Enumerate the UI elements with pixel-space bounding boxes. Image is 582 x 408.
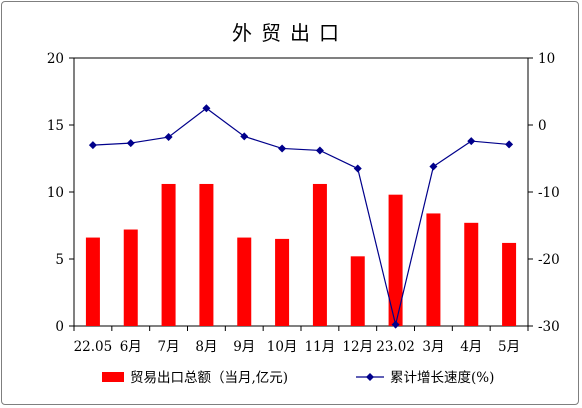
left-axis-tick-label: 15 [47, 118, 64, 134]
x-axis-tick-label: 6月 [120, 339, 142, 355]
growth-rate-marker [467, 137, 476, 146]
growth-rate-marker [88, 141, 97, 150]
left-axis-tick-label: 10 [47, 185, 64, 201]
x-axis-tick-label: 8月 [195, 339, 217, 355]
right-axis-tick-label: -20 [538, 252, 560, 268]
growth-rate-marker [278, 144, 287, 153]
export-bar [312, 183, 327, 326]
x-axis-tick-label: 7月 [158, 339, 180, 355]
legend-bar-swatch [102, 372, 124, 382]
export-bar [502, 242, 517, 326]
export-bar [85, 237, 100, 326]
growth-rate-marker [240, 132, 249, 141]
x-axis-tick-label: 9月 [233, 339, 255, 355]
x-axis-tick-label: 3月 [422, 339, 444, 355]
legend: 贸易出口总额（当月,亿元) 累计增长速度(%) [102, 370, 494, 386]
export-bar [275, 238, 290, 326]
left-axis-tick-label: 0 [55, 319, 64, 335]
left-axis-tick-label: 20 [47, 51, 64, 67]
right-axis-tick-label: -10 [538, 185, 560, 201]
right-axis-tick-label: 10 [538, 51, 555, 67]
x-axis-tick-label: 11月 [305, 339, 336, 355]
export-bar [388, 194, 403, 326]
growth-rate-marker [315, 146, 324, 155]
export-bar [237, 237, 252, 326]
growth-rate-marker [164, 133, 173, 142]
x-axis-tick-label: 22.05 [74, 339, 113, 355]
right-axis-tick-label: -30 [538, 319, 560, 335]
plot-area: 0 5 10 15 20 -30 -20 -10 0 10 22.05 6月 7月 8月 9月 10月 11月 1… [47, 51, 560, 355]
x-axis-tick-label: 5月 [498, 339, 520, 355]
legend-bar-label: 贸易出口总额（当月,亿元) [130, 370, 288, 386]
legend-line-marker [366, 373, 374, 381]
x-axis-tick-label: 10月 [267, 339, 298, 355]
growth-rate-marker [353, 164, 362, 173]
growth-rate-marker [202, 104, 211, 113]
export-bar [199, 183, 214, 326]
legend-line-label: 累计增长速度(%) [390, 370, 494, 386]
plot-border [73, 57, 529, 327]
growth-rate-marker [429, 162, 438, 171]
x-axis-tick-label: 23.02 [376, 339, 415, 355]
export-bar [426, 213, 441, 326]
x-axis-tick-label: 12月 [342, 339, 373, 355]
export-bar [464, 222, 479, 326]
growth-rate-marker [505, 140, 514, 149]
right-axis-tick-label: 0 [538, 118, 547, 134]
x-axis-tick-label: 4月 [460, 339, 482, 355]
export-bar [350, 256, 365, 326]
export-bar [123, 229, 138, 326]
growth-rate-line [92, 107, 510, 325]
chart-title: 外贸出口 [232, 21, 348, 45]
growth-rate-marker [391, 320, 400, 329]
export-bar [161, 183, 176, 326]
left-axis-tick-label: 5 [55, 252, 64, 268]
growth-rate-marker [126, 139, 135, 148]
